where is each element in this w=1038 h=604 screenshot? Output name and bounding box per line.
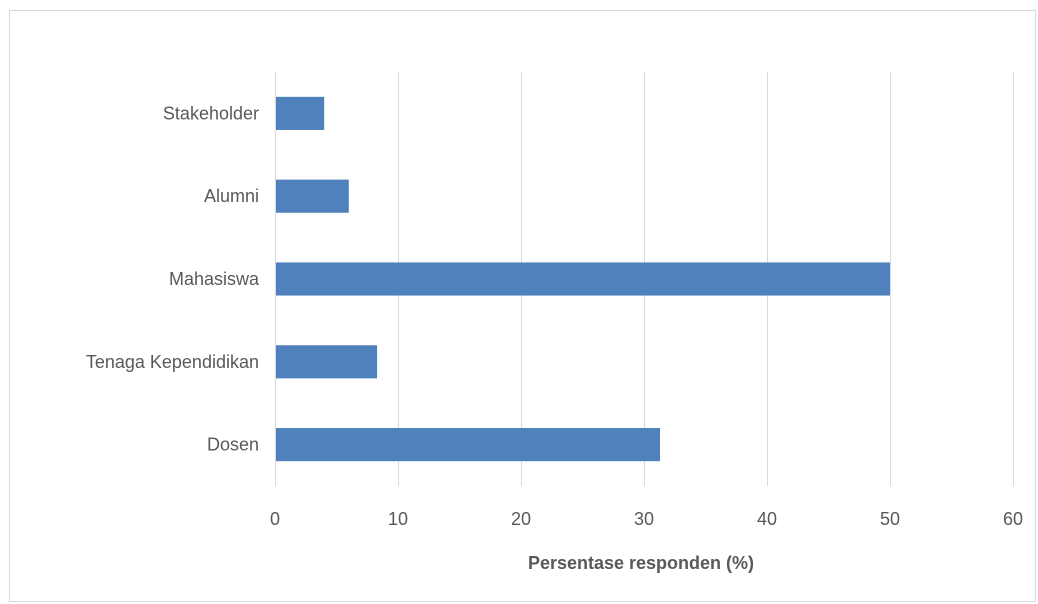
x-tick-label: 60 [1003,509,1023,529]
bar [276,179,349,213]
x-tick-label: 20 [511,509,531,529]
x-tick-label: 40 [757,509,777,529]
category-label: Stakeholder [163,103,259,123]
x-axis-title: Persentase responden (%) [528,553,754,573]
category-label: Alumni [204,186,259,206]
x-tick-label: 50 [880,509,900,529]
bar [276,262,890,296]
x-tick-labels: 0 10 20 30 40 50 60 [270,509,1023,529]
chart-frame [9,10,1036,602]
x-tick-label: 10 [388,509,408,529]
bar [276,345,378,379]
bar [276,96,325,130]
bar [276,428,660,462]
category-labels: Stakeholder Alumni Mahasiswa Tenaga Kependi… [86,103,260,454]
category-label: Tenaga Kependidikan [86,352,259,372]
category-label: Dosen [207,435,259,455]
category-label: Mahasiswa [169,269,260,289]
x-tick-label: 30 [634,509,654,529]
x-tick-label: 0 [270,509,280,529]
bars [276,96,890,462]
